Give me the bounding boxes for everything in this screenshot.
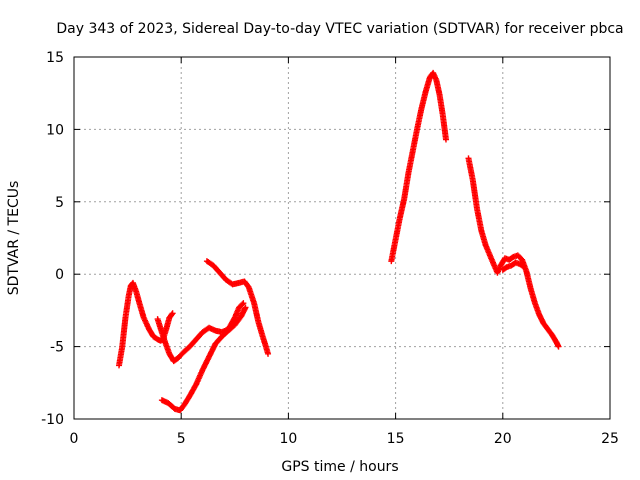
data-point: [240, 300, 247, 307]
data-point: [521, 263, 528, 270]
data-series: [116, 279, 168, 369]
x-tick-label: 0: [70, 431, 79, 447]
y-tick-label: 10: [46, 122, 64, 138]
data-point: [442, 136, 449, 143]
data-series: [154, 300, 247, 365]
y-tick-labels: -10 -5 0 5 10 15: [41, 50, 64, 428]
data-points: [116, 69, 562, 414]
data-series: [499, 259, 528, 273]
x-tick-label: 15: [387, 431, 405, 447]
data-point: [239, 301, 246, 308]
data-point: [168, 311, 175, 318]
x-tick-label: 5: [177, 431, 186, 447]
grid: [74, 57, 610, 419]
y-axis-label: SDTVAR / TECUs: [6, 181, 22, 296]
data-point: [265, 350, 272, 357]
data-point: [555, 343, 562, 350]
y-tick-label: -10: [41, 412, 64, 428]
data-series: [465, 155, 562, 350]
x-tick-label: 10: [279, 431, 297, 447]
data-series: [203, 258, 272, 357]
data-point: [169, 310, 176, 317]
chart-title: Day 343 of 2023, Sidereal Day-to-day VTE…: [56, 21, 623, 37]
y-tick-label: 0: [55, 267, 64, 283]
y-tick-label: 5: [55, 195, 64, 211]
plot-frame: [73, 56, 611, 420]
x-axis-label: GPS time / hours: [281, 459, 398, 475]
x-tick-label: 20: [494, 431, 512, 447]
y-tick-label: -5: [50, 340, 64, 356]
data-series: [159, 310, 176, 343]
axis-ticks: [73, 56, 611, 420]
x-tick-labels: 0 5 10 15 20 25: [70, 431, 619, 447]
data-point: [242, 304, 249, 311]
x-tick-label: 25: [601, 431, 619, 447]
data-series: [158, 304, 249, 414]
data-point: [520, 263, 527, 270]
data-series: [388, 69, 449, 265]
y-tick-label: 15: [46, 50, 64, 66]
